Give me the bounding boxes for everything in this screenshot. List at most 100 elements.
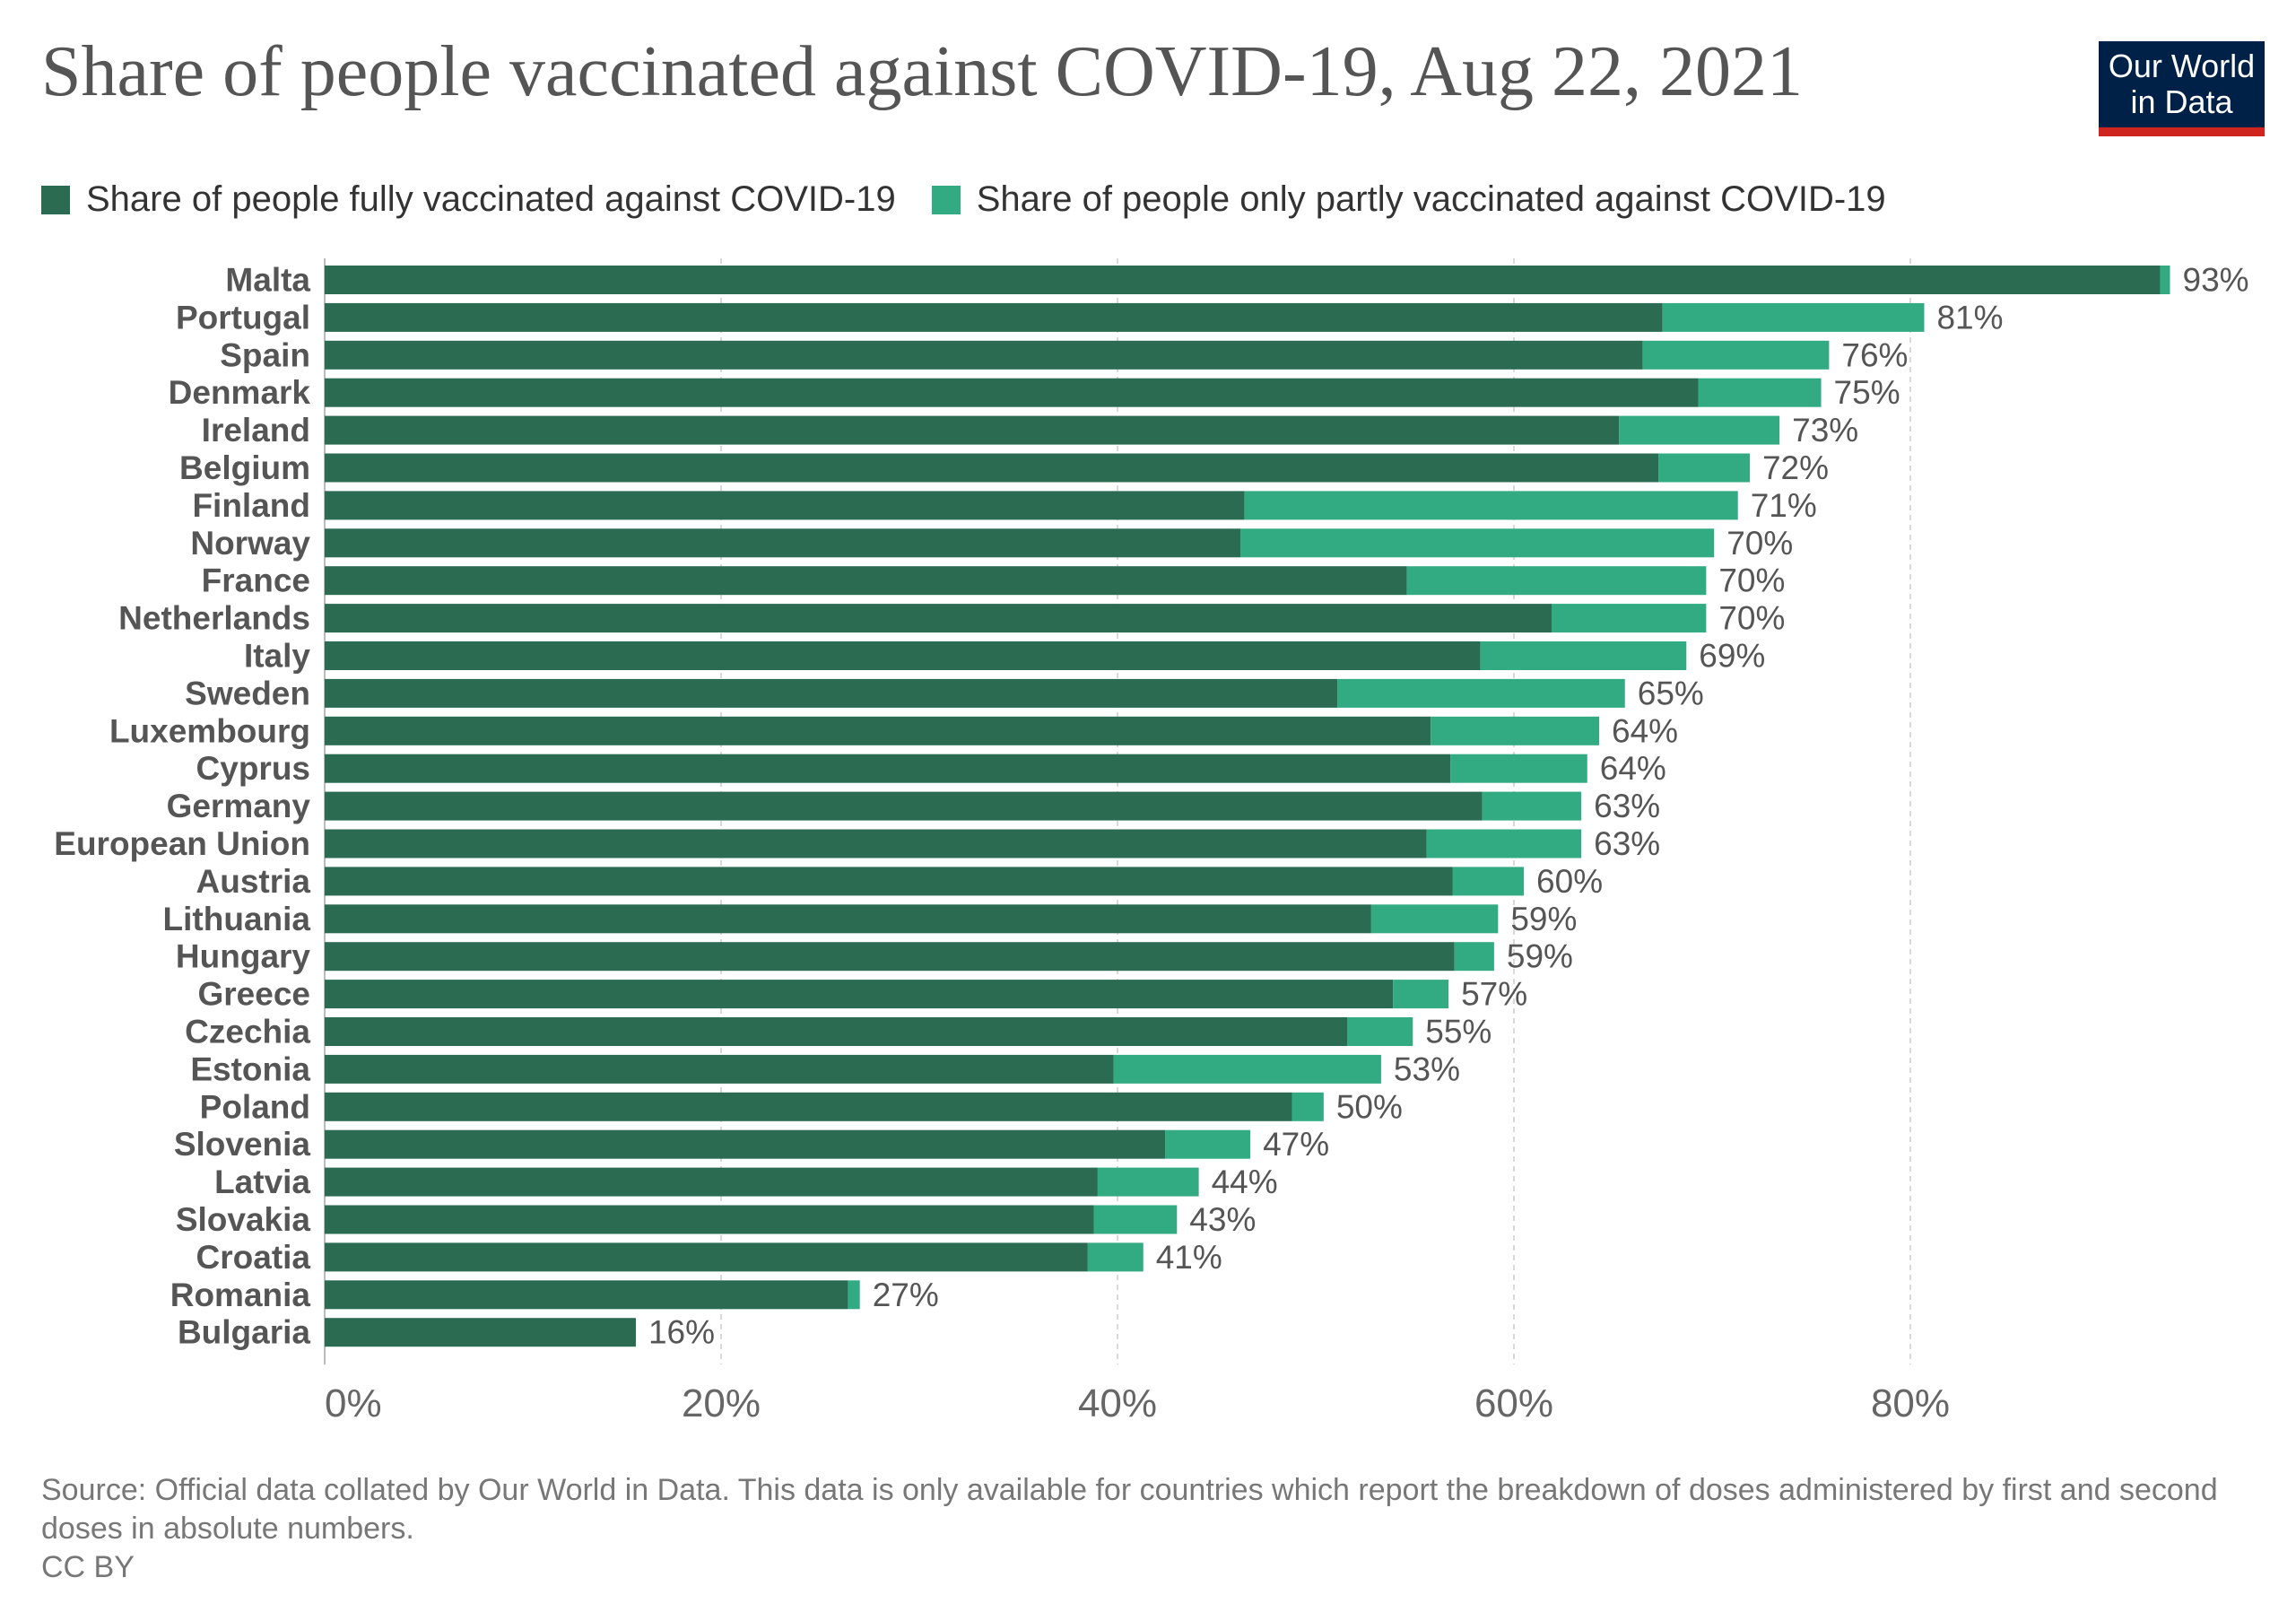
bar-partly-vaccinated [1619,415,1780,445]
bar-chart: Malta 93% Portugal 81% Spain 76% Denmark 75% Ire… [54,258,2249,1425]
value-label: 57% [1461,976,1527,1013]
value-label: 70% [1718,562,1785,599]
category-label: Bulgaria [178,1314,310,1351]
chart-title: Share of people vaccinated against COVID… [41,32,1803,111]
bar-partly-vaccinated [1113,1054,1381,1084]
bar-fully-vaccinated [325,1167,1098,1197]
license-note: CC BY [41,1550,135,1584]
legend-swatch-partly [931,185,961,214]
value-label: 72% [1762,449,1829,486]
value-label: 47% [1263,1126,1329,1163]
value-label: 27% [873,1277,939,1313]
value-label: 69% [1699,638,1765,675]
value-label: 65% [1638,675,1704,711]
bar-partly-vaccinated [1347,1017,1413,1046]
category-label: Czechia [185,1014,310,1050]
bar-partly-vaccinated [1431,716,1600,745]
legend-label-fully: Share of people fully vaccinated against… [86,179,896,219]
bar-partly-vaccinated [1393,980,1449,1009]
category-label: European Union [54,825,310,862]
category-label: Netherlands [118,600,310,637]
category-label: Malta [225,262,310,299]
bar-partly-vaccinated [1093,1205,1178,1234]
bar-partly-vaccinated [848,1280,860,1310]
bar-partly-vaccinated [1454,942,1494,972]
category-label: Poland [200,1088,310,1125]
bar-fully-vaccinated [325,266,2161,294]
bar-partly-vaccinated [1370,904,1499,934]
value-label: 59% [1507,938,1573,975]
bar-fully-vaccinated [325,1205,1094,1234]
bar-fully-vaccinated [325,641,1481,670]
bar-fully-vaccinated [325,867,1453,896]
bar-partly-vaccinated [1551,604,1707,633]
logo-line-2: in Data [2130,83,2233,120]
value-label: 63% [1594,825,1660,862]
legend-item-fully[interactable]: Share of people fully vaccinated against… [41,179,896,220]
bar-fully-vaccinated [325,378,1699,407]
value-label: 50% [1336,1088,1403,1125]
category-label: Denmark [169,374,311,411]
bar-fully-vaccinated [325,1092,1292,1121]
bar-partly-vaccinated [1337,678,1625,708]
value-label: 16% [648,1314,715,1351]
bar-fully-vaccinated [325,528,1241,558]
value-label: 93% [2183,262,2249,299]
value-label: 76% [1841,336,1908,373]
value-label: 64% [1612,712,1678,749]
value-label: 59% [1510,901,1577,937]
logo-line-1: Our World [2108,48,2256,84]
bar-fully-vaccinated [325,1129,1166,1159]
value-label: 60% [1536,863,1603,900]
category-label: Austria [196,863,311,900]
bar-partly-vaccinated [1244,491,1738,520]
category-label: Belgium [179,449,310,486]
source-note: Source: Official data collated by Our Wo… [41,1473,2218,1546]
bar-fully-vaccinated [325,566,1407,596]
bar-fully-vaccinated [325,340,1643,370]
bar-partly-vaccinated [1165,1129,1251,1159]
category-label: Germany [167,788,311,824]
x-tick-label: 20% [682,1381,761,1425]
x-tick-label: 0% [325,1381,382,1425]
x-tick-label: 40% [1078,1381,1157,1425]
category-label: Lithuania [163,901,311,937]
category-label: Slovenia [174,1126,311,1163]
value-label: 53% [1394,1050,1460,1087]
bar-fully-vaccinated [325,453,1659,483]
value-label: 70% [1718,600,1785,637]
bar-fully-vaccinated [325,754,1451,783]
bar-partly-vaccinated [1642,340,1830,370]
bar-fully-vaccinated [325,491,1245,520]
bar-fully-vaccinated [325,904,1371,934]
category-label: Sweden [185,675,310,711]
value-label: 41% [1156,1239,1222,1276]
bar-partly-vaccinated [1292,1092,1324,1121]
owid-logo[interactable]: Our World in Data [2099,41,2265,136]
bar-partly-vaccinated [1698,378,1822,407]
category-label: Portugal [176,299,310,336]
bar-partly-vaccinated [1406,566,1707,596]
bar-partly-vaccinated [1450,754,1587,783]
category-label: France [202,562,310,599]
category-label: Romania [170,1277,311,1313]
category-label: Ireland [202,412,310,449]
value-label: 63% [1594,788,1660,824]
bar-partly-vaccinated [2160,266,2170,294]
footer: Source: Official data collated by Our Wo… [41,1471,2230,1587]
legend: Share of people fully vaccinated against… [41,179,1922,220]
bar-partly-vaccinated [1097,1167,1199,1197]
bar-partly-vaccinated [1658,453,1750,483]
bar-fully-vaccinated [325,1054,1114,1084]
bar-fully-vaccinated [325,1242,1088,1272]
category-label: Luxembourg [109,712,310,749]
category-label: Greece [198,976,311,1013]
legend-item-partly[interactable]: Share of people only partly vaccinated a… [931,179,1886,220]
value-label: 64% [1600,750,1666,787]
x-tick-label: 60% [1474,1381,1553,1425]
bar-fully-vaccinated [325,302,1663,332]
bar-fully-vaccinated [325,1280,848,1310]
category-label: Finland [192,487,310,524]
value-label: 75% [1834,374,1900,411]
bar-fully-vaccinated [325,415,1620,445]
